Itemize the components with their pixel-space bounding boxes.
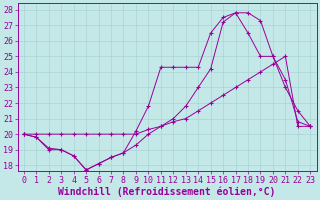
X-axis label: Windchill (Refroidissement éolien,°C): Windchill (Refroidissement éolien,°C) bbox=[58, 186, 276, 197]
